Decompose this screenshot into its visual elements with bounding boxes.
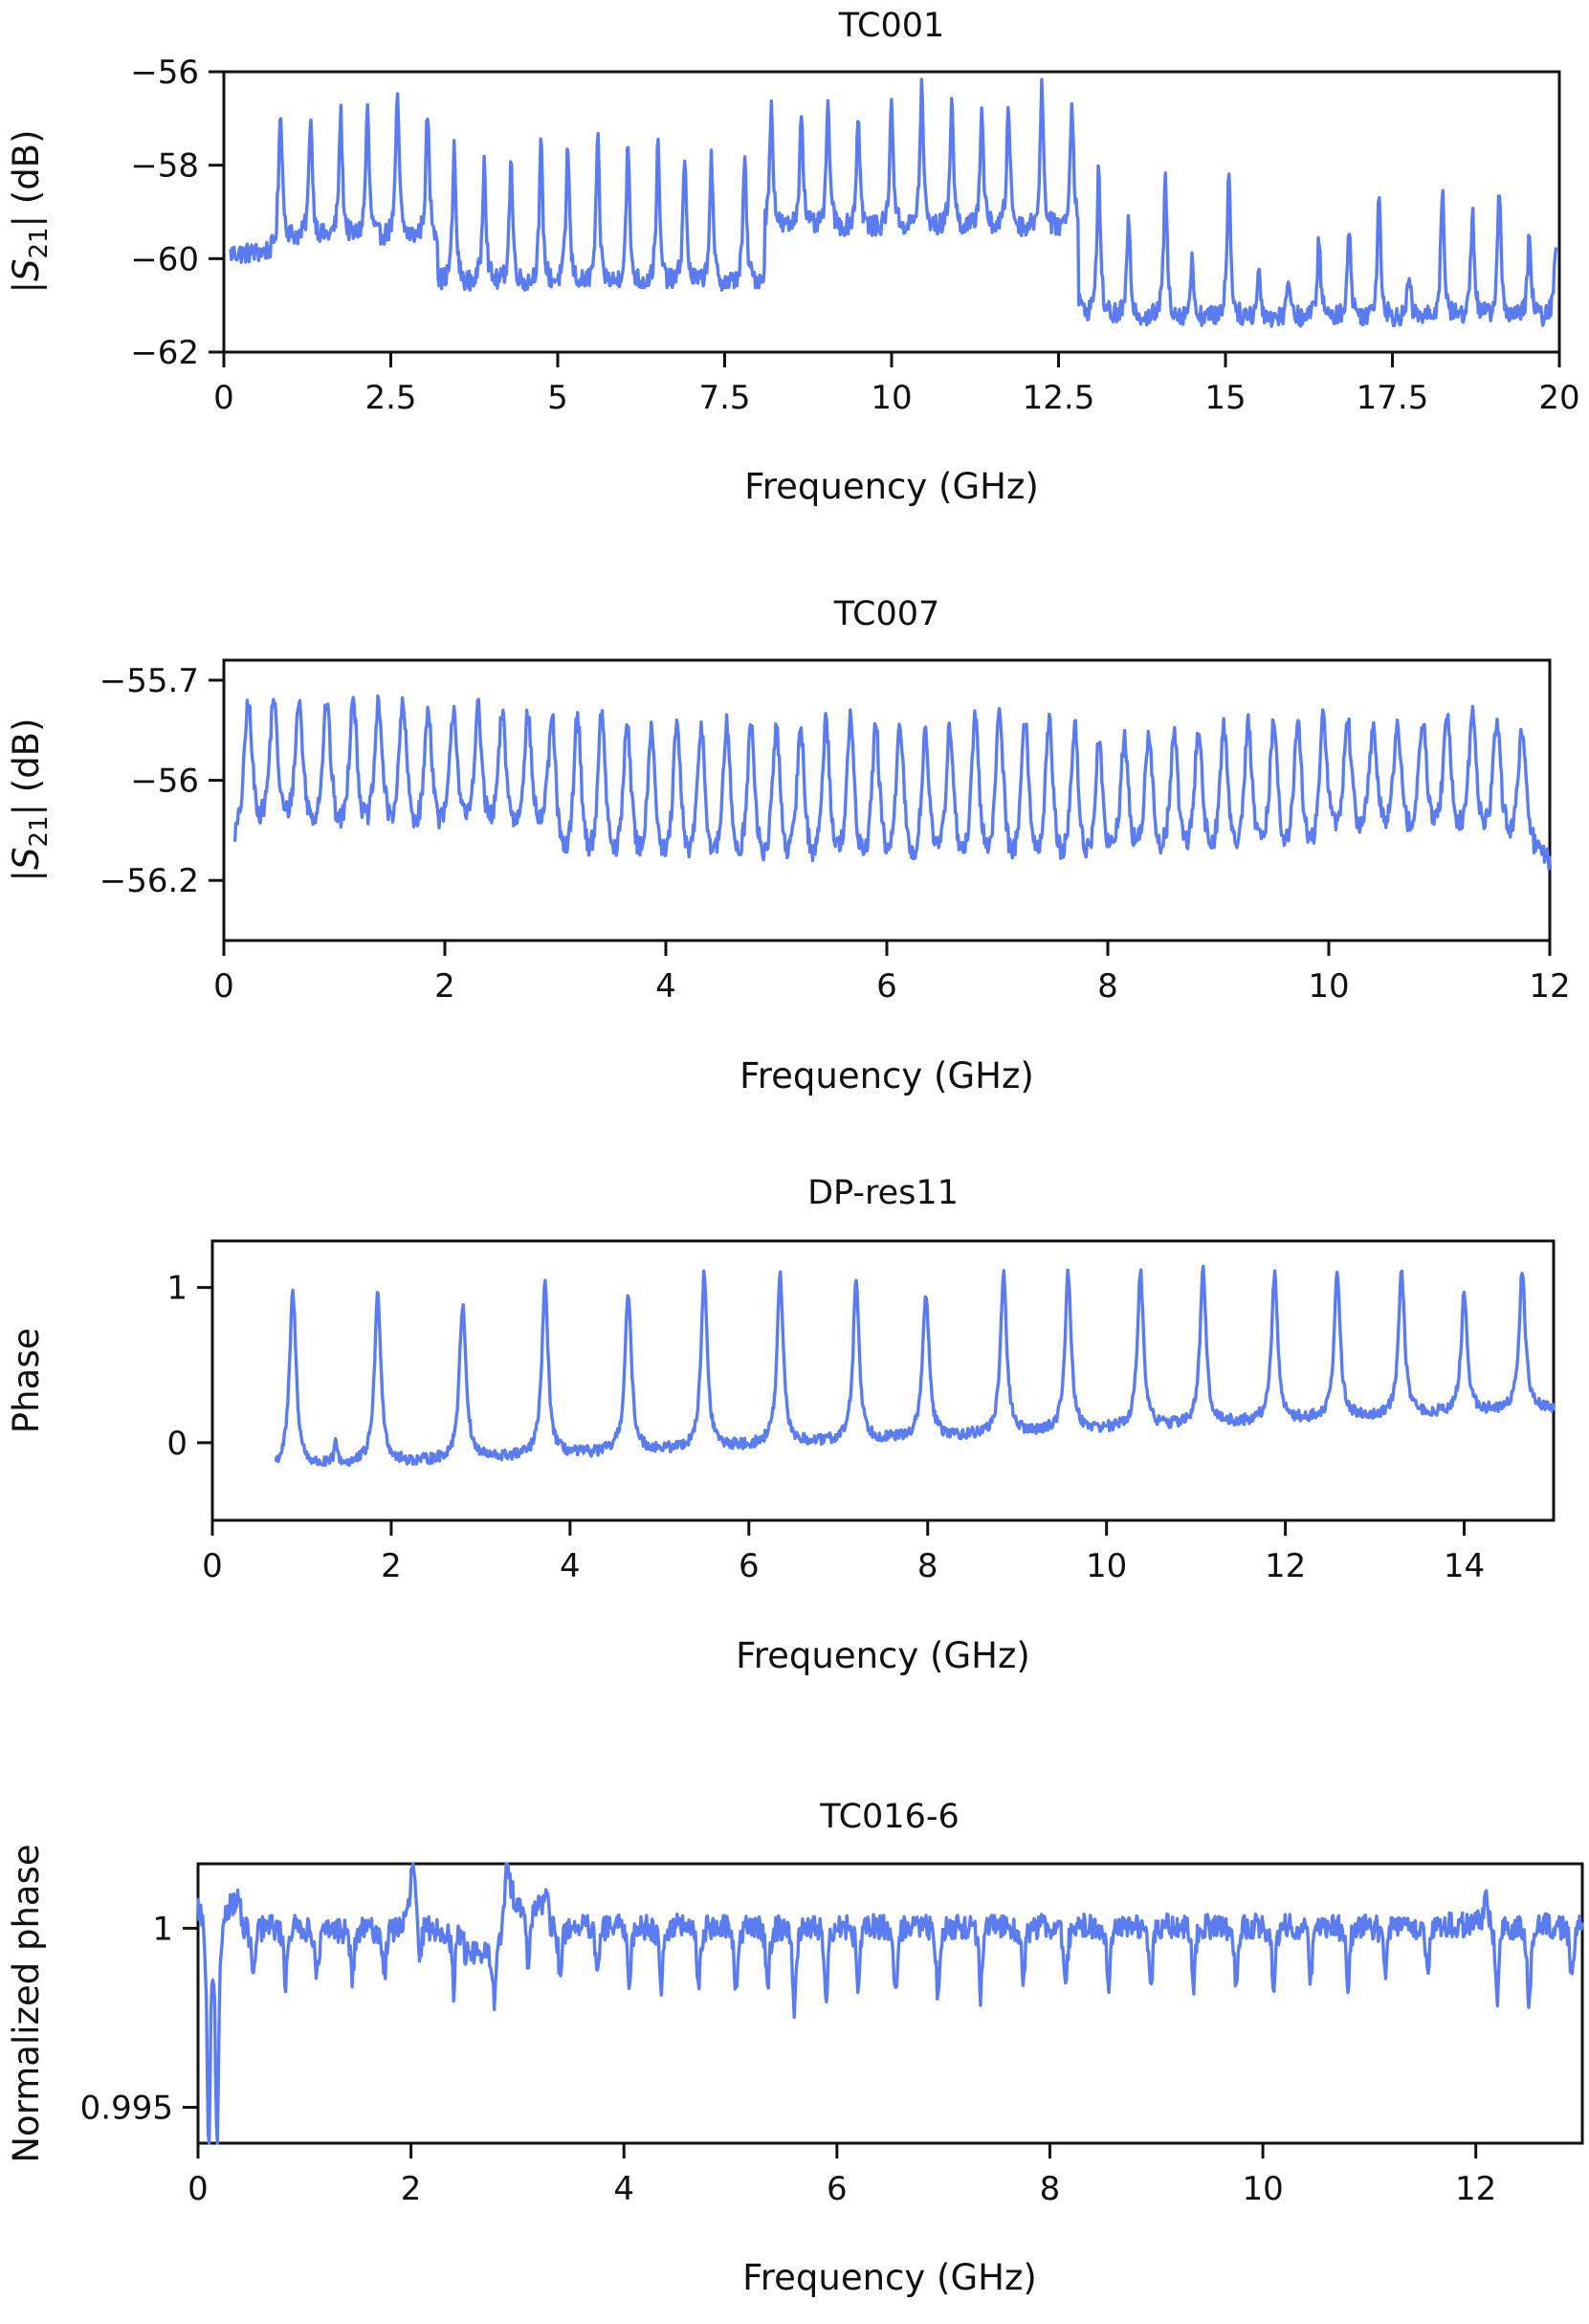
y-tick-label: −56 [130,763,199,801]
y-axis-label: Phase [6,1328,47,1433]
y-tick-label: −56 [130,54,199,92]
plot-area-frame [222,658,1552,942]
x-tick-label: 20 [1538,379,1579,417]
x-tick-label: 12 [1455,2170,1496,2208]
y-tick-label: 0.995 [80,2090,173,2128]
y-tick-label: 1 [166,1270,188,1308]
y-tick-label: −56.2 [99,862,199,900]
y-tick-label: −60 [130,240,199,278]
x-tick-label: 2 [381,1547,402,1585]
y-tick-label: 0 [166,1425,188,1463]
y-tick-label: −62 [130,334,199,372]
tick-group: 0 2 4 6 8 10 12 −55.7 −56 −56.2 [99,662,1571,1006]
x-tick-label: 14 [1444,1547,1485,1585]
x-tick-label: 2 [401,2170,422,2208]
plot-area-frame [196,1862,1584,2145]
tick-group: 0 2 4 6 8 10 12 1 0.995 [80,1910,1497,2208]
y-axis-label-subscript: 21 [25,815,54,847]
y-axis-label-symbol: S [6,848,47,871]
panel-tc007: TC007 0 2 4 6 8 10 12 −55.7 −56 −56.2 Frequency (… [6,595,1571,1096]
x-tick-label: 12.5 [1023,379,1095,417]
y-axis-label-unit: (dB) [6,129,47,204]
x-tick-label: 7.5 [698,379,750,417]
y-axis-label-unit: (dB) [6,718,47,792]
x-tick-label: 4 [613,2170,634,2208]
x-tick-label: 6 [876,967,897,1006]
x-tick-label: 10 [871,379,912,417]
x-axis-label: Frequency (GHz) [739,1055,1034,1096]
x-tick-label: 17.5 [1357,379,1429,417]
x-tick-label: 12 [1265,1547,1306,1585]
data-series-line [232,694,1552,871]
data-series-line [274,1264,1556,1468]
panel-tc001: TC001 0 2.5 5 7.5 10 12.5 15 17.5 20 −56 −58 −60 −62… [6,7,1580,507]
data-series-line [229,77,1558,328]
x-tick-label: 4 [655,967,676,1006]
chart-title: TC001 [838,7,945,45]
y-axis-label-symbol: S [6,259,47,282]
chart-title: TC007 [833,595,940,633]
y-tick-label: −58 [130,147,199,186]
x-axis-label: Frequency (GHz) [742,2257,1037,2298]
x-tick-label: 2.5 [364,379,416,417]
plot-area-frame [210,1239,1556,1522]
x-axis-label: Frequency (GHz) [736,1635,1030,1676]
x-tick-label: 8 [917,1547,938,1585]
y-tick-label: −55.7 [99,662,199,700]
x-tick-label: 8 [1040,2170,1061,2208]
x-tick-label: 6 [739,1547,760,1585]
x-tick-label: 8 [1097,967,1118,1006]
x-tick-label: 0 [213,967,234,1006]
x-tick-label: 10 [1242,2170,1283,2208]
x-tick-label: 0 [188,2170,209,2208]
x-tick-label: 0 [202,1547,223,1585]
x-tick-label: 10 [1308,967,1349,1006]
y-axis-label: Normalized phase [6,1844,47,2162]
y-axis-label: |S21| (dB) [6,718,54,881]
x-tick-label: 2 [434,967,455,1006]
x-tick-label: 6 [827,2170,848,2208]
x-axis-label: Frequency (GHz) [744,466,1039,507]
x-tick-label: 15 [1204,379,1246,417]
data-series-line [196,1862,1584,2145]
chart-title: DP-res11 [807,1174,959,1212]
x-tick-label: 0 [213,379,234,417]
y-tick-label: 1 [152,1910,173,1948]
chart-title: TC016-6 [819,1798,959,1836]
y-axis-label: |S21| (dB) [6,129,54,293]
y-axis-label-subscript: 21 [25,227,54,258]
x-tick-label: 10 [1086,1547,1127,1585]
x-tick-label: 4 [560,1547,581,1585]
x-tick-label: 5 [547,379,568,417]
x-tick-label: 12 [1529,967,1570,1006]
tick-group: 0 2.5 5 7.5 10 12.5 15 17.5 20 −56 −58 −60 −62 [130,54,1579,417]
